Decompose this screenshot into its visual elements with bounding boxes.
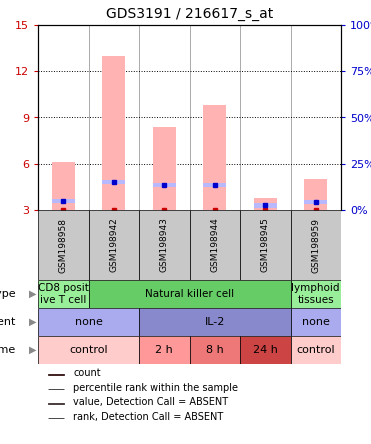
Bar xyxy=(240,210,290,280)
Bar xyxy=(153,183,175,187)
Bar xyxy=(102,180,125,184)
Bar xyxy=(102,56,125,210)
Bar xyxy=(38,210,89,280)
Text: GSM198944: GSM198944 xyxy=(210,218,219,272)
Bar xyxy=(89,210,139,280)
Text: none: none xyxy=(75,317,102,327)
Bar xyxy=(190,336,240,364)
Text: 24 h: 24 h xyxy=(253,345,278,355)
Bar xyxy=(38,280,89,308)
Bar xyxy=(290,210,341,280)
Text: GSM198942: GSM198942 xyxy=(109,218,118,272)
Bar xyxy=(290,336,341,364)
Title: GDS3191 / 216617_s_at: GDS3191 / 216617_s_at xyxy=(106,7,273,21)
Text: ▶: ▶ xyxy=(29,345,36,355)
Bar xyxy=(254,203,277,207)
Bar xyxy=(48,374,64,375)
Bar xyxy=(89,280,290,308)
Text: Natural killer cell: Natural killer cell xyxy=(145,289,234,299)
Text: CD8 posit
ive T cell: CD8 posit ive T cell xyxy=(38,283,89,305)
Text: control: control xyxy=(69,345,108,355)
Bar xyxy=(139,308,290,336)
Text: value, Detection Call = ABSENT: value, Detection Call = ABSENT xyxy=(73,397,228,407)
Text: none: none xyxy=(302,317,330,327)
Text: 8 h: 8 h xyxy=(206,345,224,355)
Text: control: control xyxy=(296,345,335,355)
Text: GSM198943: GSM198943 xyxy=(160,218,169,273)
Text: GSM198945: GSM198945 xyxy=(261,218,270,273)
Bar xyxy=(139,210,190,280)
Bar xyxy=(290,308,341,336)
Bar xyxy=(38,308,139,336)
Bar xyxy=(254,198,277,210)
Bar xyxy=(52,198,75,203)
Text: lymphoid
tissues: lymphoid tissues xyxy=(292,283,340,305)
Bar xyxy=(304,179,327,210)
Bar xyxy=(139,336,190,364)
Text: time: time xyxy=(0,345,16,355)
Bar xyxy=(153,127,175,210)
Text: percentile rank within the sample: percentile rank within the sample xyxy=(73,383,238,393)
Bar xyxy=(240,336,290,364)
Bar xyxy=(304,200,327,204)
Bar xyxy=(190,210,240,280)
Bar xyxy=(52,162,75,210)
Text: IL-2: IL-2 xyxy=(204,317,225,327)
Text: 2 h: 2 h xyxy=(155,345,173,355)
Text: count: count xyxy=(73,368,101,378)
Bar xyxy=(38,336,139,364)
Text: agent: agent xyxy=(0,317,16,327)
Text: ▶: ▶ xyxy=(29,289,36,299)
Text: GSM198958: GSM198958 xyxy=(59,218,68,273)
Bar xyxy=(203,105,226,210)
Bar xyxy=(290,280,341,308)
Bar xyxy=(203,183,226,187)
Text: cell type: cell type xyxy=(0,289,16,299)
Text: rank, Detection Call = ABSENT: rank, Detection Call = ABSENT xyxy=(73,412,223,422)
Bar xyxy=(48,403,64,404)
Text: GSM198959: GSM198959 xyxy=(311,218,320,273)
Text: ▶: ▶ xyxy=(29,317,36,327)
